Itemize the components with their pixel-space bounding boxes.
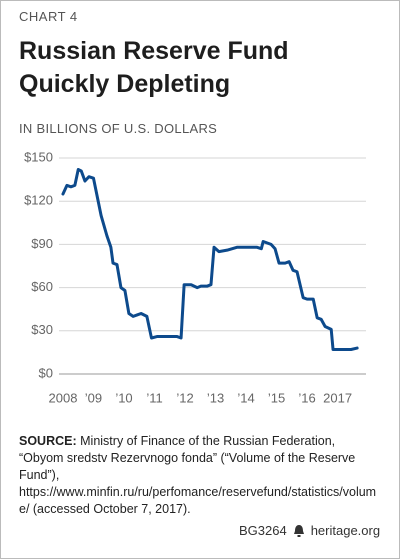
- chart-subtitle: IN BILLIONS OF U.S. DOLLARS: [19, 121, 218, 136]
- data-line: [61, 168, 359, 352]
- x-tick-label: ’09: [85, 390, 102, 405]
- x-tick-label: ’15: [268, 390, 285, 405]
- footer: BG3264 heritage.org: [239, 523, 380, 538]
- y-tick-label: $0: [39, 365, 53, 380]
- x-tick-label: ’12: [176, 390, 193, 405]
- chart-title: Russian Reserve Fund Quickly Depleting: [19, 37, 289, 98]
- site: heritage.org: [310, 523, 381, 538]
- y-tick-label: $30: [31, 322, 53, 337]
- report-id: BG3264: [239, 523, 287, 538]
- x-tick-label: ’11: [146, 390, 162, 405]
- x-tick-label: ’10: [115, 390, 132, 405]
- y-tick-label: $90: [31, 236, 53, 251]
- x-tick-label: ’14: [237, 390, 254, 405]
- y-tick-label: $150: [24, 149, 53, 164]
- chart-label: CHART 4: [19, 9, 78, 24]
- source-label: SOURCE:: [19, 434, 77, 448]
- x-tick-label: ’13: [207, 390, 224, 405]
- source-text: Ministry of Finance of the Russian Feder…: [19, 434, 377, 516]
- source: SOURCE: Ministry of Finance of the Russi…: [19, 433, 379, 518]
- x-tick-label: ’16: [298, 390, 315, 405]
- x-tick-label: 2008: [49, 390, 78, 405]
- y-tick-label: $120: [24, 193, 53, 208]
- y-tick-label: $60: [31, 279, 53, 294]
- bell-icon: [293, 524, 304, 537]
- x-tick-label: 2017: [323, 390, 352, 405]
